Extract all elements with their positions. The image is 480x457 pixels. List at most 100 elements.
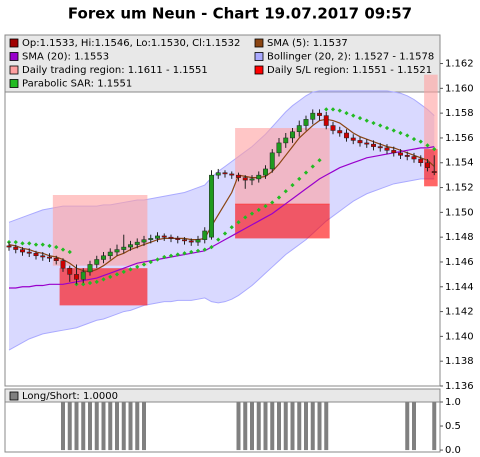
candle-body [236,174,241,178]
sar-dot [216,237,221,242]
legend-swatch [254,65,264,75]
candle-body [168,236,174,239]
candle-body [404,155,410,157]
sar-dot [222,231,228,236]
y-tick-label: 1.138 [445,356,474,367]
bar [283,401,288,451]
sar-dot [189,249,194,255]
legend: Op:1.1533, Hi:1.1546, Lo:1.1530, Cl:1.15… [9,38,434,402]
legend-label: Op:1.1533, Hi:1.1546, Lo:1.1530, Cl:1.15… [22,38,240,49]
candle-body [134,241,140,245]
bar [405,401,410,451]
candle-body [175,238,181,240]
sar-dot [398,130,403,136]
band-lower [8,178,435,351]
bar [142,401,146,451]
bar [263,401,268,451]
candle-body [94,259,100,265]
sar-dot [290,182,295,188]
region-box [424,74,438,150]
candle-body [40,255,46,258]
candle-body [155,235,160,239]
sar-dot [47,243,52,248]
sar-dot [283,189,288,194]
candle-body [26,251,32,254]
candle-body [283,137,289,144]
bar [67,401,72,451]
sar-dot [391,128,396,133]
sar-dot [276,195,282,200]
sar-dot [135,264,140,270]
bar [412,401,416,451]
bar [270,401,275,451]
legend-label: Long/Short: 1.0000 [22,391,118,402]
candle-body [431,171,437,173]
candle-body [269,152,275,170]
y-tick-label: 1.160 [445,83,474,94]
indicator-line [9,146,435,289]
sar-dot [243,215,248,220]
sar-dot [310,164,315,169]
candle-body [6,245,12,248]
candle-body [195,239,201,243]
sar-dot [27,241,32,246]
candle-body [323,115,329,126]
candle-body [13,246,19,250]
sar-dot [148,259,153,265]
sar-dot [141,262,147,267]
sar-dot [229,225,234,230]
sar-dot [40,242,45,247]
sar-dot [60,247,66,252]
y-tick-label: 1.154 [445,158,474,169]
sar-dot [209,244,214,250]
sar-dot [425,143,430,148]
bar [88,401,92,451]
candle-body [330,125,336,131]
y-tick-label: 1.136 [445,381,474,392]
candle-body [263,168,268,176]
y-tick-label: 1.150 [445,207,474,218]
y-tick-label: 1.0 [445,397,461,408]
sar-dot [67,249,72,255]
candle-body [425,162,430,168]
sar-dot [256,207,261,213]
candle-body [101,255,106,260]
candle-body [74,274,79,280]
sar-dot [128,267,133,272]
candle-body [256,174,262,180]
candle-body [229,173,235,176]
sar-dot [162,254,167,260]
legend-label: SMA (20): 1.1553 [22,52,109,63]
region-box [235,128,330,205]
bar [256,401,261,451]
candle-body [20,249,25,253]
candle-body [296,125,302,132]
y-tick-label: 0.0 [445,445,461,456]
sar-dot [263,204,268,209]
candle-body [202,230,208,240]
region-box [52,194,148,266]
candle-body [357,140,363,144]
bar [243,401,248,451]
bar [128,401,133,451]
candle-body [47,256,52,259]
bar [121,401,126,451]
candle-body [364,142,370,145]
sar-dot [317,158,322,163]
sar-dot [33,242,39,247]
bar [94,401,99,451]
candle-body [337,130,343,134]
sar-dot [418,139,423,144]
plot: 1.136 1.138 1.140 1.142 1.144 1.146 1.148 1.150… [6,59,474,456]
candle-body [148,238,154,240]
legend-swatch [254,38,264,48]
candle-body [209,174,214,238]
candle-body [350,137,356,141]
sar-dot [249,211,255,216]
candle-body [107,251,113,257]
bar [108,401,113,451]
y-tick-label: 1.152 [445,183,474,194]
bar [290,401,295,451]
legend-label: Bollinger (20, 2): 1.1527 - 1.1578 [267,52,434,63]
